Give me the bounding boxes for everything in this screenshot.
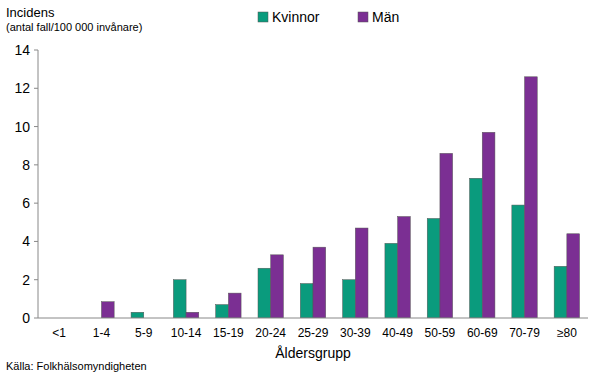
- x-axis: [38, 318, 588, 319]
- y-axis-unit: (antal fall/100 000 invånare): [6, 21, 142, 33]
- bar: [398, 217, 411, 318]
- bar: [271, 255, 284, 318]
- y-tick: [34, 203, 38, 204]
- x-tick-label: 40-49: [382, 326, 413, 340]
- bar: [567, 234, 580, 318]
- bar: [525, 77, 538, 318]
- bar: [385, 243, 398, 318]
- y-tick-label: 2: [22, 272, 30, 288]
- x-tick-label: 70-79: [509, 326, 540, 340]
- y-tick-label: 12: [14, 80, 30, 96]
- legend-label: Kvinnor: [272, 9, 320, 25]
- bar: [101, 302, 114, 318]
- y-tick-label: 4: [22, 233, 30, 249]
- bar: [173, 280, 186, 318]
- y-tick: [34, 126, 38, 127]
- x-axis-title: Åldersgrupp: [275, 345, 351, 361]
- bar: [216, 305, 229, 318]
- x-tick-label: 10-14: [171, 326, 202, 340]
- bar: [427, 218, 440, 318]
- bar: [228, 293, 241, 318]
- x-tick-label: 60-69: [467, 326, 498, 340]
- bar: [482, 132, 495, 318]
- legend-label: Män: [372, 9, 399, 25]
- y-tick-label: 8: [22, 157, 30, 173]
- x-tick-label: 1-4: [93, 326, 111, 340]
- source: Källa: Folkhälsomyndigheten: [6, 360, 147, 372]
- y-tick: [34, 88, 38, 89]
- bar: [554, 266, 567, 318]
- x-tick-label: <1: [52, 326, 66, 340]
- bar: [355, 228, 368, 318]
- x-tick-label: 20-24: [255, 326, 286, 340]
- bar: [440, 153, 453, 318]
- x-tick-label: ≥80: [557, 326, 577, 340]
- bars: [101, 77, 579, 318]
- y-tick: [34, 318, 38, 319]
- bar: [512, 205, 525, 318]
- x-tick-label: 25-29: [298, 326, 329, 340]
- x-tick-label: 15-19: [213, 326, 244, 340]
- y-tick-label: 14: [14, 42, 30, 58]
- legend-swatch: [358, 12, 368, 22]
- y-tick: [34, 279, 38, 280]
- bar: [131, 312, 144, 318]
- y-tick-label: 6: [22, 195, 30, 211]
- chart-container: Incidens(antal fall/100 000 invånare) 0 2 4…: [0, 0, 605, 378]
- y-tick: [34, 50, 38, 51]
- y-tick: [34, 164, 38, 165]
- y-tick-label: 10: [14, 119, 30, 135]
- legend-swatch: [258, 12, 268, 22]
- bar: [300, 284, 313, 318]
- bar: [470, 178, 483, 318]
- bar: [258, 268, 271, 318]
- bar: [343, 280, 356, 318]
- y-axis: [38, 50, 39, 318]
- y-tick: [34, 241, 38, 242]
- y-axis-title: Incidens: [6, 5, 55, 20]
- x-tick-label: 50-59: [425, 326, 456, 340]
- x-tick-label: 5-9: [135, 326, 153, 340]
- x-tick-label: 30-39: [340, 326, 371, 340]
- bar: [186, 312, 199, 318]
- bar: [313, 247, 326, 318]
- chart: Incidens(antal fall/100 000 invånare) 0 2 4…: [0, 0, 605, 378]
- y-tick-label: 0: [22, 310, 30, 326]
